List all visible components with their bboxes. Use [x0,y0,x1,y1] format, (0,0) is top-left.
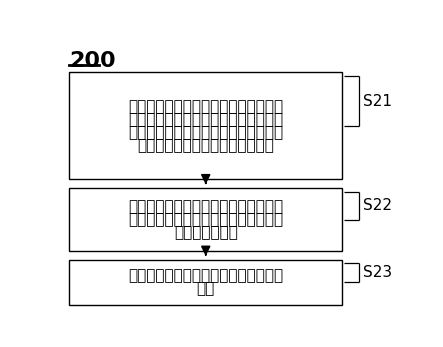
Text: 消息包括查询标识位，所述第一核间中: 消息包括查询标识位，所述第一核间中 [128,125,283,140]
Text: 的值，并根据所述预设寄存器的值确定: 的值，并根据所述预设寄存器的值确定 [128,212,283,227]
Bar [69,188,342,251]
Text: 将所述内核调用栈信息保存在预设缓存: 将所述内核调用栈信息保存在预设缓存 [128,268,283,283]
Text: 200: 200 [69,51,116,71]
Bar [69,260,342,305]
Text: 通过所述中断处理函数获取预设寄存器: 通过所述中断处理函数获取预设寄存器 [128,199,283,214]
Text: 断消息的所述查询标识位为第一值: 断消息的所述查询标识位为第一值 [137,138,274,153]
Text: S22: S22 [363,198,392,213]
Text: S23: S23 [363,265,392,280]
Bar [69,73,342,179]
Text: 响应来自主处理器的第一核间中断消息: 响应来自主处理器的第一核间中断消息 [128,99,283,114]
Text: 内核调用栈信息: 内核调用栈信息 [174,225,237,240]
Text: 确定中断处理函数，所述第一核间中断: 确定中断处理函数，所述第一核间中断 [128,112,283,127]
Text: 地址: 地址 [197,281,215,296]
Text: S21: S21 [363,94,392,109]
